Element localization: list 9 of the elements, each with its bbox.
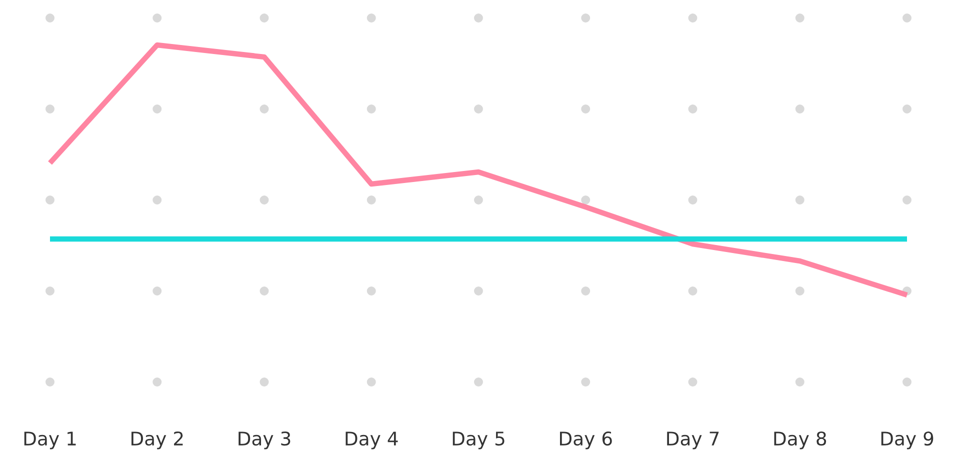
- x-tick-label: Day 4: [346, 432, 398, 450]
- x-tick-label: Day 3: [238, 431, 290, 450]
- x-tick-label: Day 7: [667, 432, 719, 450]
- x-tick-label: Day 2: [132, 431, 183, 450]
- x-tick-label: Day 1: [24, 432, 76, 450]
- x-tick-label: Day 8: [774, 431, 826, 450]
- x-tick-label: Day 6: [560, 431, 612, 450]
- x-tick-label: Day 5: [452, 432, 504, 450]
- x-tick-label: Day 9: [881, 431, 934, 450]
